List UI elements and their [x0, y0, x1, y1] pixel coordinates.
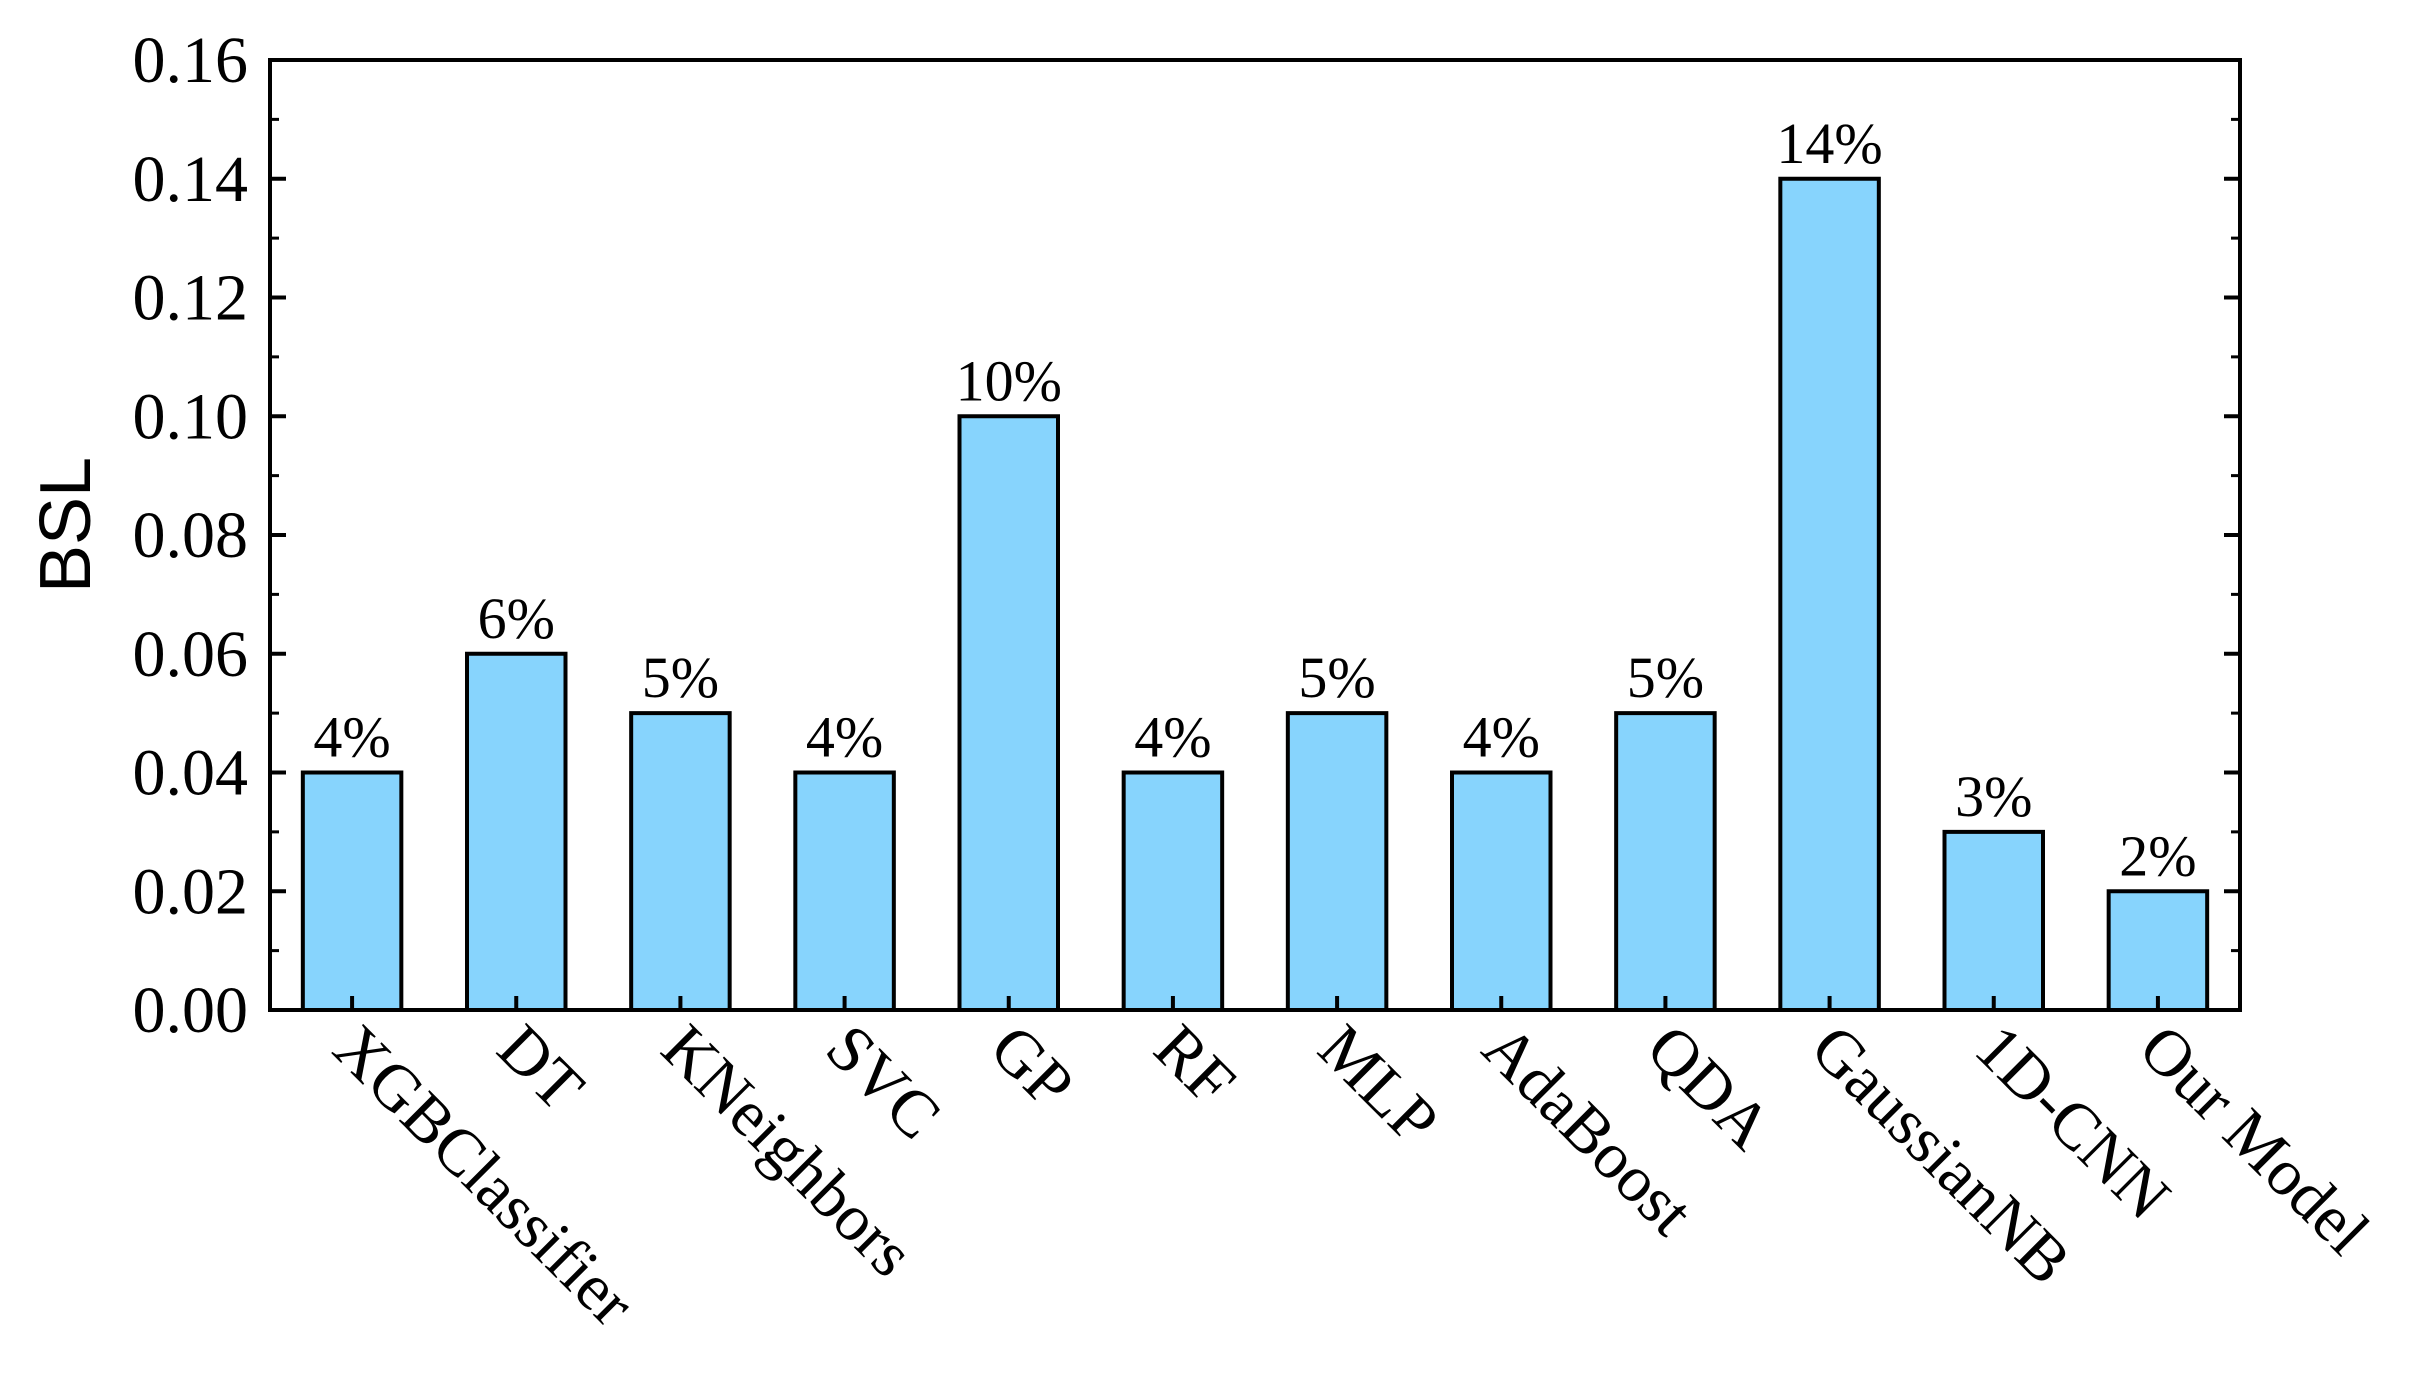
y-axis-title: BSL [26, 457, 106, 593]
data-label: 4% [1134, 705, 1211, 770]
bar-kneighbors [629, 711, 732, 1012]
bar-gp [957, 414, 1060, 1012]
x-tick-label: SVC [812, 1011, 954, 1153]
bar-xgbclassifier [300, 770, 404, 1012]
x-tick-label: QDA [1633, 1011, 1786, 1164]
y-tick-label: 0.04 [133, 737, 249, 810]
data-label: 4% [1463, 705, 1540, 770]
bar-our-model [2106, 889, 2210, 1012]
data-label: 14% [1776, 111, 1882, 176]
data-labels: 4% 6% 5% 4% 10% 4% 5% 4% 5% 14% 3% 2% [313, 111, 2196, 889]
bar-svc [793, 770, 896, 1012]
y-tick-label: 0.02 [133, 855, 249, 928]
data-label: 5% [1298, 645, 1375, 710]
x-tick-label: XGBClassifier [319, 1011, 648, 1340]
data-label: 5% [1627, 645, 1704, 710]
y-tick-label: 0.12 [133, 262, 249, 335]
data-label: 2% [2119, 823, 2196, 888]
x-tick-label: GP [976, 1011, 1087, 1122]
x-tick-label: DT [484, 1011, 598, 1125]
y-tick-label: 0.00 [133, 974, 249, 1047]
bar-dt [465, 651, 568, 1012]
bar-1d-cnn [1942, 829, 2045, 1012]
y-axis: 0.00 0.02 0.04 0.06 0.08 0.10 0.12 0.14 0.16 [133, 24, 2240, 1047]
y-tick-label: 0.10 [133, 380, 249, 453]
x-tick-label: MLP [1304, 1011, 1452, 1159]
data-label: 3% [1955, 764, 2032, 829]
bar-qda [1614, 711, 1717, 1012]
x-tick-label: Our Model [2125, 1011, 2383, 1269]
y-tick-label: 0.08 [133, 499, 249, 572]
bar-adaboost [1450, 770, 1553, 1012]
y-tick-label: 0.16 [133, 24, 249, 97]
y-tick-label: 0.14 [133, 143, 249, 216]
data-label: 5% [642, 645, 719, 710]
bars [300, 176, 2210, 1012]
data-label: 6% [478, 586, 555, 651]
x-tick-label: RF [1140, 1011, 1249, 1120]
bar-gaussiannb [1778, 176, 1881, 1012]
data-label: 10% [956, 348, 1062, 413]
data-label: 4% [313, 705, 390, 770]
data-label: 4% [806, 705, 883, 770]
bar-rf [1121, 770, 1225, 1012]
bar-mlp [1285, 711, 1389, 1012]
y-tick-label: 0.06 [133, 618, 249, 691]
